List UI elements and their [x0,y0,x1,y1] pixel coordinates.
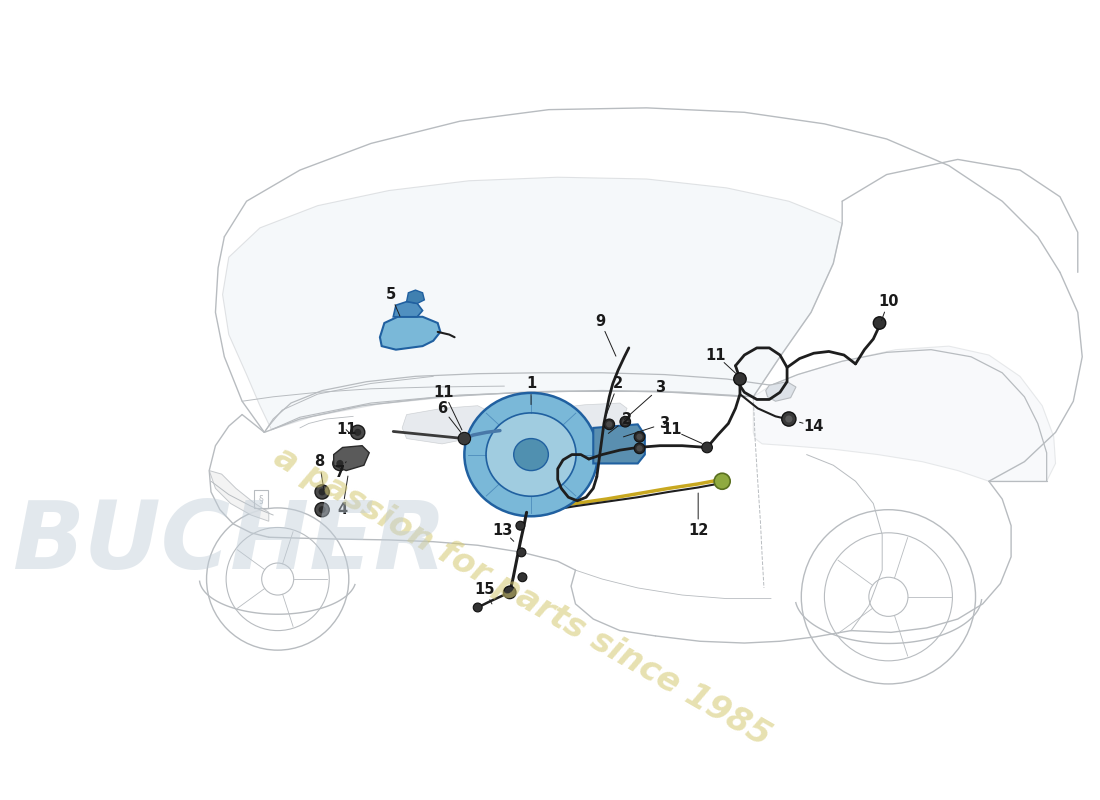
Text: 8: 8 [315,454,324,469]
Polygon shape [593,424,645,463]
Polygon shape [222,178,843,430]
Text: 14: 14 [804,418,824,434]
Text: 2: 2 [621,411,632,426]
Text: 7: 7 [334,465,345,480]
Circle shape [319,506,326,514]
Text: a passion for parts since 1985: a passion for parts since 1985 [268,441,777,753]
Polygon shape [754,346,1056,482]
Circle shape [516,522,525,530]
Circle shape [635,443,645,454]
Circle shape [734,373,746,386]
Circle shape [714,474,730,490]
Circle shape [518,573,527,582]
Text: 10: 10 [878,294,899,309]
Circle shape [620,416,630,427]
Circle shape [606,422,613,427]
Text: 11: 11 [661,422,682,437]
Circle shape [635,431,645,442]
Text: 9: 9 [595,314,605,329]
Circle shape [517,548,526,557]
Text: 3: 3 [659,416,670,431]
Circle shape [637,446,642,451]
Ellipse shape [514,438,549,470]
Ellipse shape [464,393,597,516]
Text: 11: 11 [336,422,356,437]
Circle shape [637,434,642,440]
Text: 3: 3 [654,381,666,395]
Polygon shape [209,470,268,522]
Polygon shape [407,290,425,303]
Circle shape [785,415,792,422]
Circle shape [623,418,628,425]
Circle shape [782,412,796,426]
Text: 13: 13 [493,522,513,538]
Polygon shape [379,317,440,350]
Circle shape [873,317,886,330]
Text: BUCHER: BUCHER [11,498,446,590]
Circle shape [504,586,516,598]
Circle shape [458,432,471,445]
Text: 2: 2 [613,376,624,391]
Ellipse shape [486,413,576,496]
Circle shape [315,502,329,517]
Polygon shape [766,382,796,402]
Text: 1: 1 [526,376,536,391]
Polygon shape [393,302,422,317]
Text: 4: 4 [338,502,348,517]
Circle shape [315,485,329,499]
Text: 5: 5 [385,287,396,302]
Circle shape [351,426,365,439]
Circle shape [333,456,346,470]
Polygon shape [538,403,627,439]
Circle shape [319,488,326,495]
Text: 6: 6 [437,401,448,416]
Polygon shape [333,446,370,470]
Text: 11: 11 [433,385,454,400]
Text: 15: 15 [474,582,495,598]
Circle shape [473,603,482,612]
Text: 12: 12 [688,522,708,538]
Circle shape [337,460,343,467]
Circle shape [354,429,361,436]
Text: §: § [258,494,263,504]
Bar [254,490,268,508]
Text: 11: 11 [706,347,726,362]
Circle shape [702,442,713,453]
Polygon shape [403,406,486,444]
Circle shape [604,419,615,430]
